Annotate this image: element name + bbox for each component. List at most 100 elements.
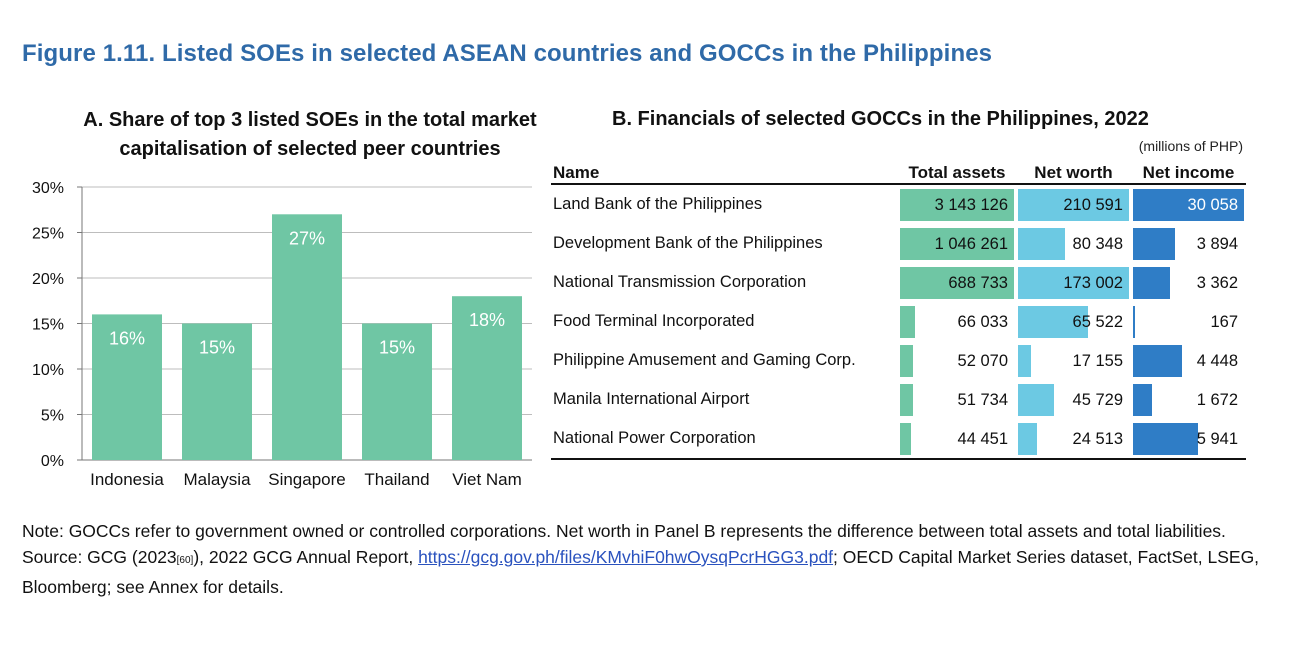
net-worth-value: 80 348 bbox=[1072, 234, 1123, 253]
total-assets-bar bbox=[900, 188, 1014, 221]
net-income-bar bbox=[1133, 266, 1170, 299]
total-assets-value: 3 143 126 bbox=[934, 195, 1008, 214]
net-worth-value: 45 729 bbox=[1072, 390, 1123, 409]
column-header-net-worth: Net worth bbox=[1016, 157, 1131, 185]
net-income-bar-cell: 167 bbox=[1133, 305, 1244, 338]
bar bbox=[362, 323, 432, 460]
total-assets-bar-cell: 52 070 bbox=[900, 344, 1014, 377]
net-worth-cell: 65 522 bbox=[1016, 302, 1131, 341]
net-worth-bar bbox=[1018, 266, 1129, 299]
bar bbox=[92, 314, 162, 460]
total-assets-value: 52 070 bbox=[957, 351, 1008, 370]
net-worth-bar-cell: 17 155 bbox=[1018, 344, 1129, 377]
net-income-bar bbox=[1133, 227, 1176, 260]
gocc-financials-table: Name Total assets Net worth Net income L… bbox=[551, 157, 1246, 460]
table-row: Development Bank of the Philippines 1 046… bbox=[551, 224, 1246, 263]
row-name: National Transmission Corporation bbox=[553, 273, 807, 291]
bar bbox=[182, 323, 252, 460]
y-tick-label: 0% bbox=[41, 453, 64, 470]
total-assets-value: 1 046 261 bbox=[934, 234, 1008, 253]
net-worth-cell: 24 513 bbox=[1016, 419, 1131, 460]
row-name: Food Terminal Incorporated bbox=[553, 312, 755, 330]
row-name: Land Bank of the Philippines bbox=[553, 195, 763, 213]
data-label: 27% bbox=[289, 228, 325, 248]
net-income-value: 3 362 bbox=[1196, 273, 1238, 292]
total-assets-bar bbox=[900, 422, 912, 455]
panel-b-unit: (millions of PHP) bbox=[1138, 138, 1243, 154]
net-worth-bar bbox=[1018, 383, 1054, 416]
bar bbox=[452, 296, 522, 460]
source-mid: ), 2022 GCG Annual Report, bbox=[193, 547, 419, 567]
net-income-bar-cell: 1 672 bbox=[1133, 383, 1244, 416]
total-assets-cell: 52 070 bbox=[898, 341, 1016, 380]
source-prefix: Source: GCG (2023 bbox=[22, 547, 177, 567]
total-assets-bar bbox=[900, 305, 915, 338]
net-income-cell: 30 058 bbox=[1131, 184, 1246, 224]
net-worth-value: 17 155 bbox=[1072, 351, 1123, 370]
net-worth-value: 24 513 bbox=[1072, 429, 1123, 448]
total-assets-bar bbox=[900, 383, 913, 416]
table-row: Food Terminal Incorporated 66 033 65 522 16… bbox=[551, 302, 1246, 341]
total-assets-bar bbox=[900, 227, 1014, 260]
table-header-row: Name Total assets Net worth Net income bbox=[551, 157, 1246, 185]
net-income-value: 4 448 bbox=[1196, 351, 1238, 370]
data-label: 18% bbox=[469, 310, 505, 330]
net-worth-bar-cell: 24 513 bbox=[1018, 422, 1129, 455]
source-reference[interactable]: [60] bbox=[176, 555, 194, 566]
bar bbox=[272, 214, 342, 460]
net-worth-value: 65 522 bbox=[1072, 312, 1123, 331]
total-assets-bar-cell: 51 734 bbox=[900, 383, 1014, 416]
net-income-value: 5 941 bbox=[1196, 429, 1238, 448]
total-assets-cell: 66 033 bbox=[898, 302, 1016, 341]
x-tick-label: Singapore bbox=[268, 470, 346, 489]
source-link[interactable]: https://gcg.gov.ph/files/KMvhiF0hwOysqPc… bbox=[418, 547, 834, 567]
net-worth-bar-cell: 173 002 bbox=[1018, 266, 1129, 299]
table-row: National Power Corporation 44 451 24 513 5 … bbox=[551, 419, 1246, 460]
table-row: Manila International Airport 51 734 45 729… bbox=[551, 380, 1246, 419]
total-assets-cell: 3 143 126 bbox=[898, 184, 1016, 224]
x-tick-label: Thailand bbox=[364, 470, 429, 489]
net-income-bar-cell: 3 894 bbox=[1133, 227, 1244, 260]
total-assets-cell: 1 046 261 bbox=[898, 224, 1016, 263]
net-income-bar bbox=[1133, 344, 1182, 377]
column-header-total-assets: Total assets bbox=[898, 157, 1016, 185]
net-worth-value: 210 591 bbox=[1063, 195, 1123, 214]
data-label: 15% bbox=[199, 338, 235, 358]
net-worth-bar bbox=[1018, 422, 1037, 455]
figure-title: Figure 1.11. Listed SOEs in selected ASE… bbox=[22, 40, 993, 67]
net-income-cell: 1 672 bbox=[1131, 380, 1246, 419]
net-worth-cell: 45 729 bbox=[1016, 380, 1131, 419]
source-suffix: ; OECD Capital Market Series dataset, Fa… bbox=[22, 547, 1260, 597]
data-label: 16% bbox=[109, 328, 145, 348]
total-assets-bar-cell: 66 033 bbox=[900, 305, 1014, 338]
net-income-cell: 3 362 bbox=[1131, 263, 1246, 302]
net-income-bar bbox=[1133, 188, 1244, 221]
net-income-bar-cell: 30 058 bbox=[1133, 188, 1244, 221]
total-assets-cell: 688 733 bbox=[898, 263, 1016, 302]
total-assets-value: 44 451 bbox=[957, 429, 1008, 448]
total-assets-value: 688 733 bbox=[948, 273, 1008, 292]
table-row: National Transmission Corporation 688 733… bbox=[551, 263, 1246, 302]
net-worth-bar-cell: 65 522 bbox=[1018, 305, 1129, 338]
total-assets-bar-cell: 1 046 261 bbox=[900, 227, 1014, 260]
row-name: National Power Corporation bbox=[551, 419, 898, 460]
net-worth-bar-cell: 45 729 bbox=[1018, 383, 1129, 416]
x-tick-label: Malaysia bbox=[183, 470, 251, 489]
net-income-cell: 167 bbox=[1131, 302, 1246, 341]
row-name: Manila International Airport bbox=[553, 390, 750, 408]
total-assets-bar-cell: 3 143 126 bbox=[900, 188, 1014, 221]
y-tick-label: 5% bbox=[41, 408, 64, 425]
panel-a-bar-chart: 30% 25% 20% 15% 10% 5% 0% 16% Indonesia 15% Malays… bbox=[32, 180, 532, 489]
net-worth-bar-cell: 80 348 bbox=[1018, 227, 1129, 260]
row-name: Philippine Amusement and Gaming Corp. bbox=[553, 351, 856, 369]
net-worth-bar bbox=[1018, 188, 1129, 221]
y-tick-label: 30% bbox=[32, 180, 64, 197]
total-assets-bar-cell: 688 733 bbox=[900, 266, 1014, 299]
total-assets-bar bbox=[900, 266, 1014, 299]
net-income-value: 167 bbox=[1210, 312, 1238, 331]
total-assets-bar-cell: 44 451 bbox=[900, 422, 1014, 455]
total-assets-cell: 51 734 bbox=[898, 380, 1016, 419]
net-income-value: 1 672 bbox=[1196, 390, 1238, 409]
net-worth-cell: 210 591 bbox=[1016, 184, 1131, 224]
net-income-cell: 5 941 bbox=[1131, 419, 1246, 460]
